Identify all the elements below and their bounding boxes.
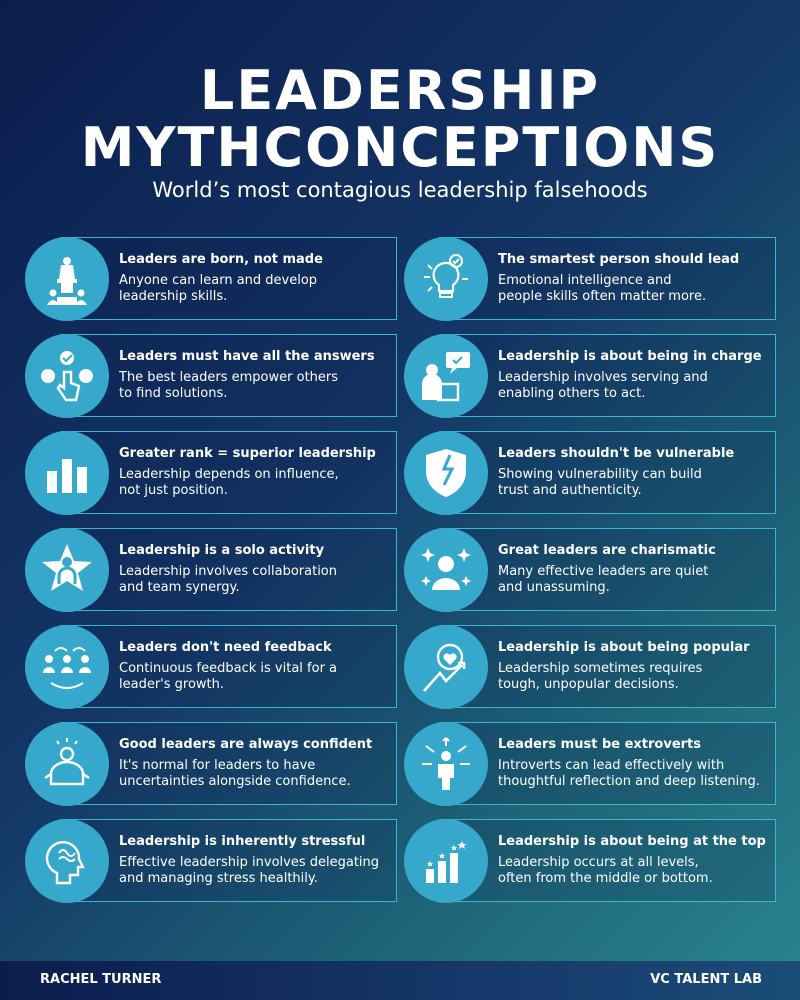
myth-card: Good leaders are always confident It's no… — [25, 722, 399, 806]
icon-badge — [404, 819, 488, 903]
myth-correction: Introverts can lead effectively with tho… — [498, 758, 760, 789]
myth-card: Leadership is inherently stressful Effect… — [25, 819, 399, 903]
icon-badge — [404, 334, 488, 418]
myth-correction: Effective leadership involves delegating… — [119, 855, 380, 886]
icon-badge — [404, 722, 488, 806]
icon-badge — [25, 431, 109, 515]
myth-correction: The best leaders empower others to find … — [119, 370, 339, 401]
myth-card: Leaders are born, not made Anyone can lea… — [25, 237, 399, 321]
icon-badge — [404, 431, 488, 515]
myth-correction: Leadership sometimes requires tough, unp… — [498, 661, 703, 692]
myth-card: Leadership is a solo activity Leadership … — [25, 528, 399, 612]
broken-shield-icon — [426, 449, 466, 497]
myth-card-frame — [439, 528, 776, 611]
myth-card-frame — [60, 431, 397, 514]
icon-badge — [404, 528, 488, 612]
title-line-2: MYTHCONCEPTIONS — [80, 116, 720, 179]
myth-correction: Emotional intelligence and people skills… — [498, 273, 707, 304]
stressed-head-icon — [45, 840, 85, 885]
myth-correction: It's normal for leaders to have uncertai… — [119, 758, 351, 789]
myth-title: Leaders must have all the answers — [119, 349, 375, 364]
rising-bars-icon — [426, 841, 467, 883]
footer-bar: RACHEL TURNER VC TALENT LAB — [0, 961, 800, 1000]
myth-card: Great leaders are charismatic Many effect… — [404, 528, 778, 612]
icon-badge — [404, 237, 488, 321]
myth-title: Leadership is about being at the top — [498, 834, 766, 849]
icon-badge — [25, 528, 109, 612]
myth-card-frame — [439, 722, 776, 805]
heart-growth-icon — [423, 643, 466, 692]
myth-correction: Leadership depends on influence, not jus… — [119, 467, 339, 498]
star-person-icon — [42, 544, 92, 591]
title-line-1: LEADERSHIP — [199, 59, 601, 122]
myth-card-frame — [60, 722, 397, 805]
myth-title: Good leaders are always confident — [119, 737, 373, 752]
confident-person-icon — [44, 738, 90, 786]
myth-card-frame — [60, 334, 397, 417]
myth-title: Leadership is a solo activity — [119, 543, 325, 558]
myth-title: Leadership is about being popular — [498, 640, 750, 655]
myth-correction: Continuous feedback is vital for a leade… — [119, 661, 338, 692]
icon-badge — [404, 625, 488, 709]
myth-card: Leaders must be extroverts Introverts can… — [404, 722, 778, 806]
myth-card: Leadership is about being at the top Lead… — [404, 819, 778, 903]
myth-title: Leaders shouldn't be vulnerable — [498, 446, 735, 461]
myth-card: The smartest person should lead Emotional… — [404, 237, 778, 321]
presenter-chat-icon — [422, 352, 470, 402]
myth-title: Greater rank = superior leadership — [119, 446, 376, 461]
myth-correction: Showing vulnerability can build trust an… — [498, 467, 702, 498]
myth-title: Leadership is about being in charge — [498, 349, 762, 364]
icon-badge — [25, 625, 109, 709]
myth-card: Greater rank = superior leadership Leader… — [25, 431, 399, 515]
bar-chart-icon — [47, 459, 87, 493]
myth-card-frame — [439, 237, 776, 320]
choice-hand-icon — [41, 351, 93, 402]
page-title: LEADERSHIP MYTHCONCEPTIONS — [0, 62, 800, 176]
myth-correction: Leadership occurs at all levels, often f… — [498, 855, 713, 886]
person-arrows-icon — [422, 737, 470, 790]
sparkle-person-icon — [421, 548, 471, 590]
icon-badge — [25, 237, 109, 321]
myth-card: Leadership is about being popular Leaders… — [404, 625, 778, 709]
myth-correction: Leadership involves collaboration and te… — [119, 564, 337, 595]
myth-card-frame — [60, 528, 397, 611]
myth-card-frame — [439, 625, 776, 708]
myth-correction: Leadership involves serving and enabling… — [498, 370, 708, 401]
brand-name: VC TALENT LAB — [650, 972, 762, 987]
icon-badge — [25, 722, 109, 806]
myth-correction: Many effective leaders are quiet and una… — [498, 564, 709, 595]
lightbulb-idea-icon — [424, 254, 468, 298]
myth-title: The smartest person should lead — [498, 252, 740, 267]
icon-badge — [25, 819, 109, 903]
myth-card-frame — [60, 819, 397, 902]
icon-badge — [25, 334, 109, 418]
author-name: RACHEL TURNER — [40, 972, 162, 987]
speaker-podium-icon — [47, 257, 87, 305]
myth-title: Leaders must be extroverts — [498, 737, 702, 752]
myth-card: Leaders shouldn't be vulnerable Showing v… — [404, 431, 778, 515]
myth-title: Leaders are born, not made — [119, 252, 323, 267]
myth-title: Great leaders are charismatic — [498, 543, 716, 558]
myth-card: Leaders must have all the answers The bes… — [25, 334, 399, 418]
page-subtitle: World’s most contagious leadership false… — [152, 178, 648, 202]
myth-correction: Anyone can learn and develop leadership … — [119, 273, 318, 304]
myth-card-frame — [439, 334, 776, 417]
myth-card-frame — [60, 237, 397, 320]
myth-title: Leadership is inherently stressful — [119, 834, 366, 849]
myth-card-frame — [439, 819, 776, 902]
myth-card: Leadership is about being in charge Leade… — [404, 334, 778, 418]
myth-title: Leaders don't need feedback — [119, 640, 332, 655]
myth-card: Leaders don't need feedback Continuous fe… — [25, 625, 399, 709]
feedback-cycle-icon — [43, 647, 91, 689]
